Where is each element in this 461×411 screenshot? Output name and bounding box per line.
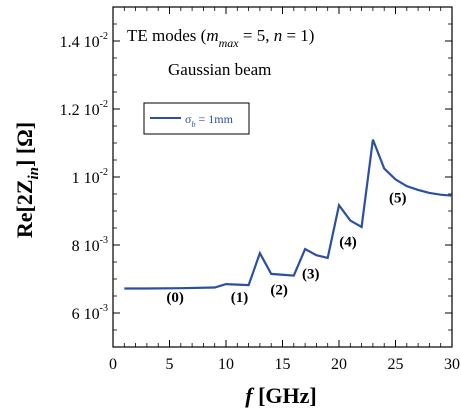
y-tick-label: 8 10-3: [72, 235, 108, 255]
title-end: = 1): [282, 26, 314, 45]
x-tick-label: 30: [444, 356, 460, 373]
title-prefix: TE modes (: [127, 26, 207, 45]
y-axis-ticks: [113, 6, 452, 348]
title-m: m: [206, 26, 218, 45]
mode-label: (5): [389, 191, 407, 207]
legend-symbol: σ: [185, 112, 192, 126]
y-label-unit: ] [Ω]: [12, 122, 37, 167]
x-axis-ticks: [112, 7, 453, 347]
series-line: [124, 139, 453, 290]
title-suffix: = 5,: [239, 26, 274, 45]
x-tick-label: 5: [166, 356, 174, 373]
mode-label: (4): [339, 235, 357, 251]
x-tick-label: 10: [218, 356, 234, 373]
x-tick-label: 25: [388, 356, 404, 373]
y-axis-tick-labels: 6 10-3 8 10-3 1 10-2 1.2 10-2 1.4 10-2: [60, 31, 108, 323]
y-axis-label: Re[2Zin] [Ω]: [12, 122, 42, 238]
x-tick-label: 0: [109, 356, 117, 373]
y-label-main: Re[2Z: [12, 179, 37, 238]
y-tick-label: 1 10-2: [72, 167, 108, 187]
mode-label: (0): [166, 290, 184, 306]
legend-label: σb = 1mm: [185, 112, 234, 129]
x-axis-label: f [GHz]: [245, 383, 316, 408]
mode-label: (3): [302, 266, 320, 282]
legend-sub: b: [191, 120, 195, 129]
x-label-unit: [GHz]: [253, 383, 317, 408]
x-tick-label: 15: [275, 356, 291, 373]
y-tick-label: 1.4 10-2: [60, 31, 108, 51]
y-label-sub: in: [26, 167, 42, 180]
y-tick-label: 6 10-3: [72, 303, 108, 323]
mode-label: (1): [231, 290, 249, 306]
title-m-sub: max: [219, 36, 240, 50]
x-tick-label: 20: [331, 356, 347, 373]
chart-title: TE modes (mmax = 5, n = 1): [127, 26, 314, 50]
legend-text-value: = 1mm: [195, 112, 233, 126]
x-label-var: f: [245, 383, 255, 408]
y-tick-label: 1.2 10-2: [60, 99, 108, 119]
chart-subtitle: Gaussian beam: [168, 60, 271, 79]
title-n: n: [274, 26, 283, 45]
mode-annotations: (0) (1) (2) (3) (4) (5): [166, 191, 406, 307]
mode-label: (2): [270, 282, 288, 298]
x-axis-tick-labels: 0 5 10 15 20 25 30: [109, 356, 460, 373]
